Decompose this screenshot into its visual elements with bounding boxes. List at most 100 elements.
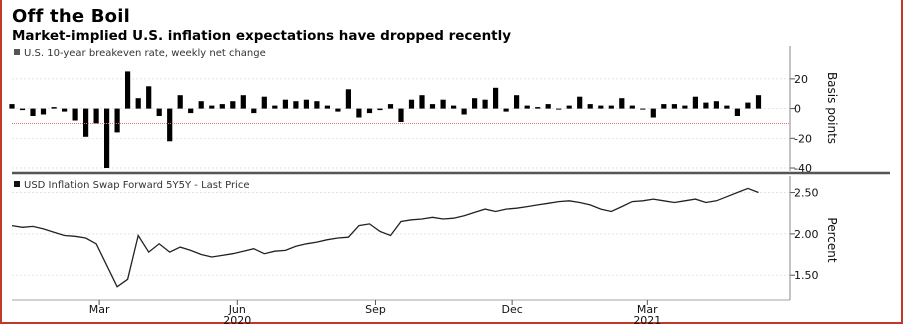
- bar: [514, 95, 520, 109]
- x-year-label: 2020: [223, 314, 251, 326]
- series-line: [11, 187, 759, 288]
- bar: [335, 108, 341, 112]
- x-year-label: 2021: [633, 314, 661, 326]
- bar: [240, 95, 246, 109]
- bottom-y-tick-label: 2.00: [794, 228, 819, 241]
- bar: [303, 99, 309, 109]
- x-tick-label: Mar: [637, 303, 658, 316]
- bar: [209, 105, 215, 109]
- top-y-tick-label: 20: [794, 73, 808, 86]
- bottom-y-axis-label: Percent: [825, 217, 839, 262]
- bar: [682, 105, 688, 109]
- bar: [230, 101, 236, 109]
- bottom-panel: USD Inflation Swap Forward 5Y5Y - Last P…: [11, 176, 839, 300]
- bar: [62, 108, 68, 112]
- bar: [272, 105, 278, 109]
- bar: [535, 107, 541, 109]
- bar: [219, 104, 225, 109]
- bar: [282, 99, 288, 109]
- bar: [755, 95, 762, 109]
- top-y-axis-label: Basis points: [825, 72, 839, 144]
- bar: [461, 108, 467, 115]
- bar: [545, 104, 551, 109]
- bar: [177, 95, 183, 109]
- top-grid: [12, 78, 790, 169]
- x-tick-label: Sep: [365, 303, 386, 316]
- bar: [356, 108, 362, 118]
- top-y-axis: 200-20-40: [790, 73, 812, 175]
- bar: [661, 104, 667, 109]
- top-y-tick-label: -20: [794, 132, 812, 145]
- bar: [146, 86, 152, 109]
- bar: [345, 89, 351, 109]
- x-tick-label: Jun: [228, 303, 246, 316]
- bar: [314, 101, 320, 109]
- bar: [650, 108, 656, 118]
- x-tick-label: Mar: [89, 303, 110, 316]
- bar: [524, 105, 530, 109]
- bar: [745, 102, 751, 109]
- bar: [566, 105, 572, 109]
- bar: [40, 108, 47, 115]
- bar: [419, 95, 425, 109]
- bar: [734, 108, 740, 116]
- x-tick-label: Dec: [501, 303, 522, 316]
- bar: [93, 108, 99, 124]
- top-bars: [9, 71, 762, 168]
- bottom-y-axis: 2.50 2.00 1.50: [790, 187, 819, 282]
- bar: [9, 104, 15, 109]
- bar: [125, 71, 131, 109]
- bar: [324, 105, 330, 109]
- bar: [198, 101, 204, 109]
- bottom-legend-text: USD Inflation Swap Forward 5Y5Y - Last P…: [24, 180, 249, 191]
- bar: [587, 104, 593, 109]
- bar: [30, 108, 36, 116]
- bar: [640, 108, 646, 110]
- chart-title: Off the Boil: [12, 6, 130, 27]
- bar: [713, 101, 719, 109]
- bar: [167, 108, 173, 142]
- top-y-tick-label: 0: [794, 103, 801, 116]
- bottom-y-tick-label: 1.50: [794, 269, 819, 282]
- bar: [72, 108, 78, 121]
- bar: [429, 104, 436, 109]
- top-panel: U.S. 10-year breakeven rate, weekly net …: [9, 46, 839, 175]
- bottom-y-tick-label: 2.50: [794, 187, 819, 200]
- bar: [114, 108, 120, 133]
- bar: [188, 108, 194, 114]
- bottom-legend-swatch: [14, 181, 20, 187]
- bar: [619, 98, 625, 109]
- bar: [398, 108, 404, 122]
- bar: [135, 98, 141, 109]
- bar: [104, 108, 110, 168]
- bar: [692, 96, 698, 109]
- bar: [482, 99, 488, 109]
- bar: [598, 105, 604, 109]
- chart-subtitle: Market-implied U.S. inflation expectatio…: [12, 28, 512, 44]
- bar: [261, 96, 267, 109]
- bar: [51, 107, 57, 109]
- bar: [408, 99, 415, 109]
- bar: [293, 101, 299, 109]
- bar: [451, 105, 457, 109]
- bar: [366, 108, 373, 114]
- bar: [671, 104, 677, 109]
- bar: [724, 105, 730, 109]
- bar: [251, 108, 257, 114]
- bar: [556, 108, 562, 110]
- bar: [493, 87, 499, 109]
- bar: [629, 105, 635, 109]
- top-legend-swatch: [14, 49, 20, 55]
- bar: [19, 108, 26, 111]
- bar: [440, 99, 446, 109]
- bar: [577, 96, 583, 109]
- bar: [703, 102, 709, 109]
- bottom-grid: [12, 192, 790, 276]
- bar: [472, 98, 478, 109]
- bar: [377, 108, 383, 111]
- bar: [608, 105, 614, 109]
- bar: [503, 108, 509, 112]
- top-legend-text: U.S. 10-year breakeven rate, weekly net …: [24, 48, 266, 59]
